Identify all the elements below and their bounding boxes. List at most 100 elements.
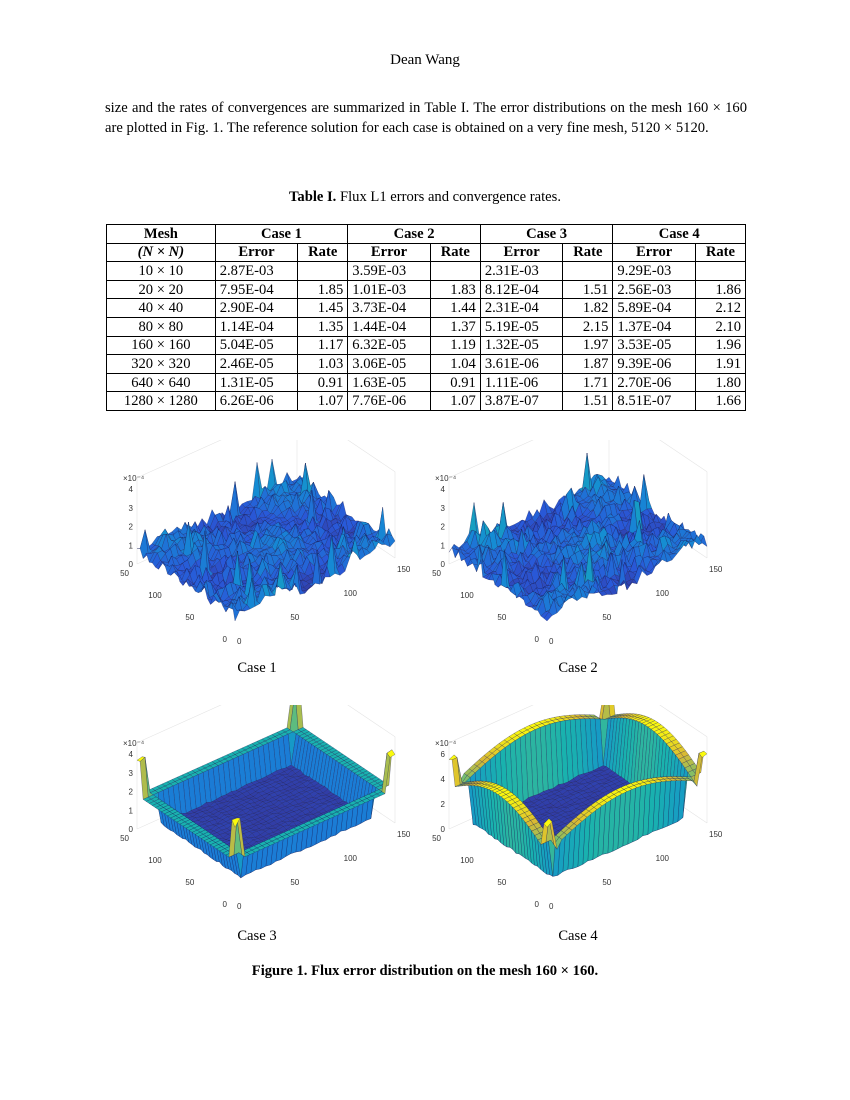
- rate-cell: 1.97: [562, 335, 614, 356]
- axis-box-line: [296, 670, 396, 737]
- x-tick-label: 0: [549, 637, 554, 646]
- surface-patch: [543, 611, 553, 622]
- y-tick-label: 50: [497, 613, 506, 622]
- x-tick-label: 100: [656, 589, 670, 598]
- subfigure-label: Case 4: [558, 928, 598, 944]
- error-cell: 1.11E-06: [479, 372, 564, 393]
- z-tick-label: 2: [441, 800, 446, 809]
- x-tick-label: 100: [344, 854, 358, 863]
- mesh-cell: 640 × 640: [106, 372, 216, 393]
- z-tick-label: 4: [129, 750, 134, 759]
- z-tick-label: 0: [441, 825, 446, 834]
- error-cell: 2.87E-03: [214, 261, 299, 281]
- rate-header: Rate: [297, 242, 349, 263]
- error-cell: 1.44E-04: [347, 316, 431, 337]
- x-tick-label: 50: [602, 878, 611, 887]
- case-header: Case 1: [214, 224, 349, 244]
- mesh-cell: 10 × 10: [106, 261, 216, 281]
- x-tick-label: 150: [397, 830, 411, 839]
- error-cell: 2.46E-05: [214, 354, 299, 374]
- error-cell: 3.59E-03: [347, 261, 431, 281]
- error-cell: 1.37E-04: [612, 316, 696, 337]
- rate-cell: 1.82: [562, 298, 614, 318]
- z-tick-label: 4: [441, 485, 446, 494]
- rate-header: Rate: [694, 242, 747, 263]
- body-paragraph: size and the rates of convergences are s…: [105, 100, 747, 136]
- y-tick-label: 150: [432, 569, 442, 578]
- x-tick-label: 100: [656, 854, 670, 863]
- y-tick-label: 150: [432, 834, 442, 843]
- subfigure-label: Case 1: [237, 660, 277, 676]
- table-caption-label: Table I.: [289, 189, 337, 205]
- rate-cell: 2.12: [694, 298, 747, 318]
- error-cell: 3.73E-04: [347, 298, 431, 318]
- x-tick-label: 50: [290, 878, 299, 887]
- z-tick-label: 4: [441, 775, 446, 784]
- y-tick-label: 0: [535, 635, 540, 644]
- rate-cell: 1.44: [429, 298, 481, 318]
- table-row: 40 × 40 2.90E-04 1.45 3.73E-04 1.44 2.31E-04 1…: [106, 298, 747, 318]
- error-cell: 6.32E-05: [347, 335, 431, 356]
- error-cell: 3.61E-06: [479, 354, 564, 374]
- x-tick-label: 50: [602, 613, 611, 622]
- x-tick-label: 150: [709, 565, 723, 574]
- rate-cell: 1.85: [297, 279, 349, 300]
- error-cell: 5.19E-05: [479, 316, 564, 337]
- rate-cell: 1.03: [297, 354, 349, 374]
- rate-cell: 1.86: [694, 279, 747, 300]
- rate-cell: 1.35: [297, 316, 349, 337]
- y-tick-label: 0: [223, 900, 228, 909]
- rate-cell: 1.04: [429, 354, 481, 374]
- rate-cell: 2.15: [562, 316, 614, 337]
- surface-patch: [377, 507, 386, 542]
- table-row: 160 × 160 5.04E-05 1.17 6.32E-05 1.19 1.32E-0…: [106, 335, 747, 356]
- rate-header: Rate: [562, 242, 614, 263]
- error-header: Error: [214, 242, 299, 263]
- x-tick-label: 100: [344, 589, 358, 598]
- x-tick-label: 50: [290, 613, 299, 622]
- z-tick-label: 0: [129, 560, 134, 569]
- y-tick-label: 50: [497, 878, 506, 887]
- table-row: 10 × 10 2.87E-03 3.59E-03 2.31E-03 9.29E-03: [106, 261, 747, 281]
- error-cell: 2.56E-03: [612, 279, 696, 300]
- rate-cell: 1.19: [429, 335, 481, 356]
- case-header: Case 3: [479, 224, 614, 244]
- z-scale-label: ×10⁻⁴: [123, 474, 145, 483]
- x-tick-label: 0: [237, 902, 242, 911]
- error-cell: 1.31E-05: [214, 372, 299, 393]
- y-tick-label: 150: [120, 569, 130, 578]
- mesh-cell: 160 × 160: [106, 335, 216, 356]
- error-cell: 8.12E-04: [479, 279, 564, 300]
- rate-cell: 1.07: [297, 391, 349, 411]
- rate-cell: 1.91: [694, 354, 747, 374]
- error-cell: 3.87E-07: [479, 391, 564, 411]
- error-cell: 5.89E-04: [612, 298, 696, 318]
- y-tick-label: 0: [535, 900, 540, 909]
- x-tick-label: 150: [709, 830, 723, 839]
- mesh-header: Mesh: [106, 224, 216, 244]
- z-tick-label: 2: [129, 523, 134, 532]
- rate-cell: [429, 261, 481, 281]
- z-tick-label: 2: [129, 788, 134, 797]
- mesh-cell: 320 × 320: [106, 354, 216, 374]
- rate-cell: 1.71: [562, 372, 614, 393]
- error-cell: 1.32E-05: [479, 335, 564, 356]
- rate-cell: 1.45: [297, 298, 349, 318]
- table-row: 1280 × 1280 6.26E-06 1.07 7.76E-06 1.07 3.87E…: [106, 391, 747, 411]
- error-cell: 1.63E-05: [347, 372, 431, 393]
- rate-cell: [297, 261, 349, 281]
- z-tick-label: 3: [441, 504, 446, 513]
- z-scale-label: ×10⁻⁴: [435, 739, 457, 748]
- rate-cell: 1.83: [429, 279, 481, 300]
- rate-cell: 0.91: [429, 372, 481, 393]
- z-tick-label: 3: [129, 504, 134, 513]
- error-cell: 2.31E-04: [479, 298, 564, 318]
- z-tick-label: 6: [441, 750, 446, 759]
- error-cell: 3.53E-05: [612, 335, 696, 356]
- mesh-subheader: (N × N): [106, 242, 216, 263]
- z-tick-label: 0: [129, 825, 134, 834]
- surface-patch: [231, 602, 241, 622]
- z-tick-label: 1: [441, 541, 446, 550]
- rate-cell: 0.91: [297, 372, 349, 393]
